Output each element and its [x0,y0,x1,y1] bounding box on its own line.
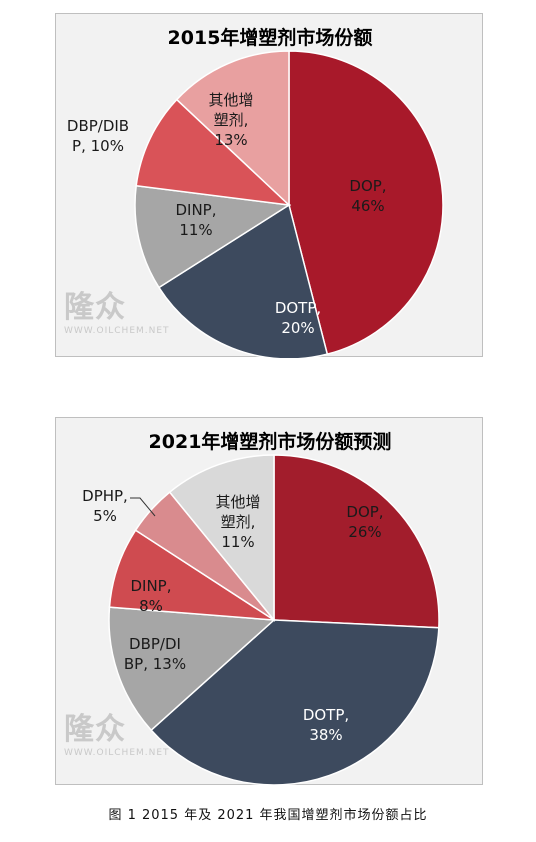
slice-label-0-0: DOP, 46% [349,177,386,215]
chart-2021-panel: 2021年增塑剂市场份额预测 DOP, 26% DOTP, 38% DBP/DI BP, … [55,417,483,786]
figure-caption: 图 1 2015 年及 2021 年我国增塑剂市场份额占比 [108,808,428,823]
slice-label-1-3: DINP, 8% [130,577,171,615]
watermark-2: 隆众 WWW.OILCHEM.NET [64,704,170,758]
chart-title-2021: 2021年增塑剂市场份额预测 [149,430,392,453]
slice-label-1-1: DOTP, 38% [303,706,349,744]
watermark-logo-2: 隆众 [64,712,126,747]
pie-slice-0-1 [157,203,329,358]
pie-slice-0-0 [288,50,444,356]
slice-label-0-3: DBP/DIB P, 10% [67,117,129,155]
watermark-url-1: WWW.OILCHEM.NET [64,326,170,336]
watermark-1: 隆众 WWW.OILCHEM.NET [64,282,170,336]
chart-2015-panel: 2015年增塑剂市场份额 DOP, 46% DOTP, 20% DINP, 11% DBP/… [55,13,483,358]
slice-label-0-4: 其他增塑剂, 13% [208,91,253,149]
dphp-leader-line [130,497,156,517]
slice-label-1-4: DPHP, 5% [82,487,128,525]
pie-chart-2015: 2015年增塑剂市场份额 DOP, 46% DOTP, 20% DINP, 11% DBP/… [67,26,444,358]
slice-label-0-1: DOTP, 20% [275,299,321,337]
pie-slice-1-5 [168,454,275,623]
pie-slice-1-2 [108,606,276,732]
watermark-url-2: WWW.OILCHEM.NET [64,748,170,758]
pie-slice-1-0 [273,454,440,629]
chart-title-2015: 2015年增塑剂市场份额 [168,26,373,49]
pie-chart-2021: 2021年增塑剂市场份额预测 DOP, 26% DOTP, 38% DBP/DI BP, … [82,430,440,786]
watermark-logo-1: 隆众 [64,290,126,325]
slice-label-1-5: 其他增塑剂, 11% [215,493,260,551]
pie-slice-0-3 [135,98,292,207]
pie-slice-1-1 [150,619,440,786]
slice-label-0-2: DINP, 11% [175,201,216,239]
slice-label-1-0: DOP, 26% [346,503,383,541]
slice-label-1-2: DBP/DI BP, 13% [124,635,186,673]
pie-slice-0-4 [175,50,290,207]
pie-slice-0-2 [134,184,292,289]
